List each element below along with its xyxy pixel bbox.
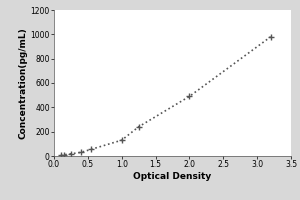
X-axis label: Optical Density: Optical Density [134, 172, 212, 181]
Y-axis label: Concentration(pg/mL): Concentration(pg/mL) [19, 27, 28, 139]
